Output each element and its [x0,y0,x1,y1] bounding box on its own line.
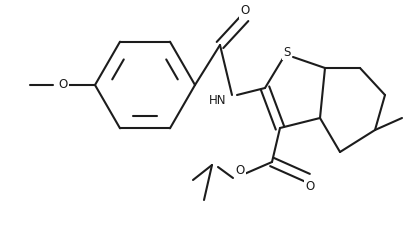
Text: S: S [283,45,291,59]
Text: O: O [305,180,315,193]
Text: O: O [240,5,250,17]
Text: O: O [59,79,68,91]
Text: HN: HN [209,94,227,106]
Text: O: O [235,163,245,177]
